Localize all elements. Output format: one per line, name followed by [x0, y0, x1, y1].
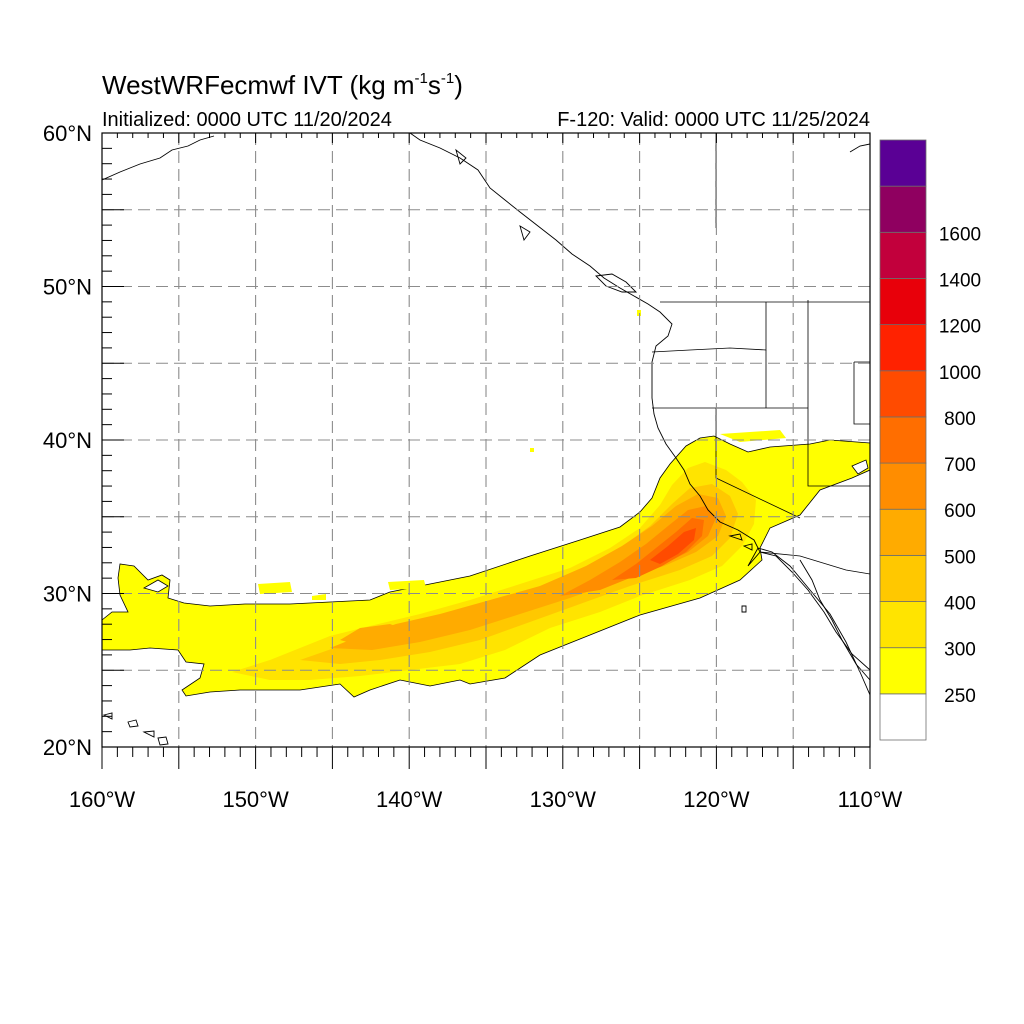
map-title: WestWRFecmwf IVT (kg m-1s-1): [102, 70, 463, 101]
colorbar-swatch: [879, 185, 927, 233]
title-units-post: ): [454, 70, 463, 100]
coastline-hudson-edge: [849, 143, 870, 153]
coastline-north-america: [409, 133, 870, 696]
island-sfb: [741, 605, 747, 613]
coastline-alaska: [102, 135, 215, 181]
y-tick-label: 30°N: [43, 582, 92, 607]
colorbar-label: 700: [944, 455, 976, 476]
colorbar-swatch: [879, 324, 927, 372]
ivt-field: [102, 310, 870, 698]
axis-labels: 160°W 150°W 140°W 130°W 120°W 110°W 60°N 50°N 40…: [43, 121, 903, 812]
colorbar-label: 500: [944, 547, 976, 568]
ivt-blob-4: [637, 310, 641, 316]
title-units-exp1: -1: [414, 70, 428, 87]
title-units-exp2: -1: [440, 70, 455, 87]
colorbar-label: 1200: [939, 317, 981, 338]
colorbar-swatch: [879, 231, 927, 279]
colorbar-label: 300: [944, 640, 976, 661]
colorbar-swatch: [879, 508, 927, 556]
border-mt-wy: [853, 361, 870, 425]
colorbar-swatch: [879, 139, 927, 187]
coastline-gulf-california: [759, 551, 870, 671]
colorbar-swatch: [879, 601, 927, 649]
x-tick-label: 130°W: [530, 787, 597, 812]
title-units-pre: (kg m: [349, 70, 415, 100]
valid-time: F-120: Valid: 0000 UTC 11/25/2024: [557, 109, 870, 131]
ivt-band-600: [560, 506, 716, 596]
border-wa-or: [651, 302, 767, 353]
colorbar-swatch: [879, 278, 927, 326]
colorbar-swatch: [879, 554, 927, 602]
coastline-baja-inner: [799, 559, 870, 681]
ivt-blob-3: [720, 430, 786, 442]
islands-channel: [728, 533, 753, 551]
x-tick-label: 120°W: [683, 787, 750, 812]
x-tick-label: 150°W: [222, 787, 289, 812]
title-model: WestWRFecmwf: [102, 70, 296, 100]
border-us-mexico: [759, 551, 870, 575]
lat-lon-grid: [102, 133, 870, 747]
ivt-blob-2: [388, 580, 426, 590]
x-tick-label: 160°W: [69, 787, 136, 812]
x-tick-label: 140°W: [376, 787, 443, 812]
colorbar-swatch: [879, 462, 927, 510]
colorbar-swatch: [879, 647, 927, 695]
y-tick-label: 20°N: [43, 735, 92, 760]
ivt-band-700: [612, 518, 704, 580]
colorbar-swatch: [879, 416, 927, 464]
title-variable: IVT: [302, 70, 343, 100]
y-tick-label: 60°N: [43, 121, 92, 146]
colorbar-swatch: [879, 693, 927, 741]
ivt-band-800: [650, 528, 696, 564]
y-tick-label: 40°N: [43, 428, 92, 453]
ivt-blob-1: [258, 582, 292, 594]
x-tick-label: 110°W: [838, 787, 903, 812]
colorbar: 250 300 400 500 600 700 800 1000 1200 1400 1600: [879, 139, 981, 741]
ivt-blob-6: [312, 594, 326, 600]
ivt-hole-1: [142, 579, 169, 593]
colorbar-label: 1400: [939, 270, 981, 291]
ivt-hole-2: [851, 459, 869, 475]
border-nv-ut: [807, 408, 870, 487]
colorbar-label: 250: [944, 686, 976, 707]
colorbar-label: 1600: [939, 224, 981, 245]
axis-ticks: [101, 132, 871, 769]
colorbar-label: 800: [944, 409, 976, 430]
border-id: [765, 300, 809, 408]
ivt-blob-5: [530, 448, 534, 452]
y-tick-label: 50°N: [43, 275, 92, 300]
colorbar-swatch: [879, 370, 927, 418]
colorbar-label: 1000: [939, 363, 981, 384]
ivt-patch-west: [340, 624, 410, 648]
title-units-mid: s: [427, 70, 441, 100]
colorbar-label: 400: [944, 594, 976, 615]
colorbar-label: 600: [944, 501, 976, 522]
initialized-time: Initialized: 0000 UTC 11/20/2024: [102, 109, 392, 131]
